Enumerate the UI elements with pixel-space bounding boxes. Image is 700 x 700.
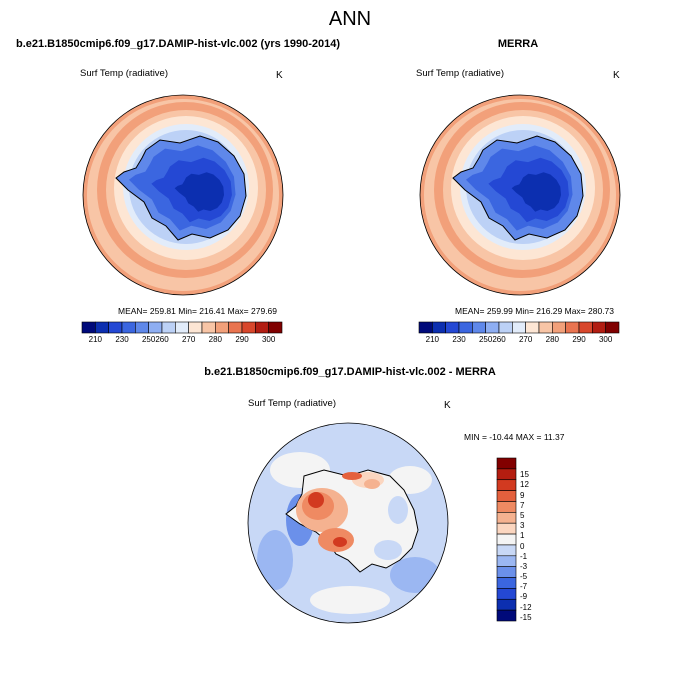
panel-3-units: K <box>444 400 451 411</box>
panel-1-colorbar-box <box>241 321 256 334</box>
panel-3-colorbar-label: -1 <box>520 551 528 561</box>
panel-1-colorbar-label: 300 <box>261 335 276 344</box>
panel-1-stats: MEAN= 259.81 Min= 216.41 Max= 279.69 <box>118 306 278 316</box>
panel-3-colorbar-box <box>496 577 517 589</box>
panel-3-colorbar-box <box>496 609 517 622</box>
panel-2-colorbar-label: 290 <box>572 335 586 344</box>
panel-2-colorbar-box <box>552 321 566 334</box>
panel-3-colorbar-box <box>496 555 517 567</box>
panel-2-colorbar-box <box>485 321 500 334</box>
panel-2-colorbar-box <box>525 321 540 334</box>
panel-3-colorbar <box>496 457 517 622</box>
panel-3-colorbar-box <box>496 501 517 513</box>
panel-1-colorbar-box <box>188 321 203 334</box>
panel-1-colorbar-label: 270 <box>181 335 196 344</box>
panel-2-colorbar-box <box>472 321 486 334</box>
panel-3-colorbar-box <box>496 588 517 600</box>
panel-3-colorbar-label: -3 <box>520 561 528 571</box>
panel-3-colorbar-label: -12 <box>520 602 532 612</box>
panel-2-variable: Surf Temp (radiative) <box>416 68 504 79</box>
panel-1-colorbar-box <box>268 321 283 334</box>
panel-2-colorbar-label: 270 <box>518 335 533 344</box>
panel-3-colorbar-label: 5 <box>520 510 525 520</box>
panel-2-colorbar-label: 300 <box>598 335 613 344</box>
panel-3-colorbar-label: -5 <box>520 572 528 582</box>
panel-2-colorbar-box <box>605 321 620 334</box>
panel-3-colorbar-label: -7 <box>520 582 528 592</box>
panel-1-title: b.e21.B1850cmip6.f09_g17.DAMIP-hist-vlc.… <box>16 38 341 50</box>
panel-2-colorbar-box <box>565 321 580 334</box>
panel-3-colorbar-box <box>496 457 517 470</box>
panel-1-colorbar-label: 230 <box>115 335 129 344</box>
panel-3-colorbar-label: 1 <box>520 531 525 541</box>
panel-1-colorbar-label: 210 <box>88 335 102 344</box>
panel-3-colorbar-label: 9 <box>520 490 525 500</box>
panel-2-colorbar-label: 250 <box>478 335 493 344</box>
figure-title: ANN <box>328 8 372 30</box>
panel-1-colorbar-box <box>201 321 216 334</box>
panel-2-colorbar-box <box>578 321 593 334</box>
panel-1-colorbar-label: 290 <box>235 335 249 344</box>
panel-2-colorbar-box <box>512 321 526 334</box>
panel-1-colorbar-box <box>135 321 149 334</box>
panel-2-stats: MEAN= 259.99 Min= 216.29 Max= 280.73 <box>455 306 615 316</box>
panel-1-colorbar <box>81 321 283 334</box>
panel-3-colorbar-label: 15 <box>520 470 529 480</box>
panel-3-colorbar-label: 7 <box>520 500 525 510</box>
panel-1-colorbar-box <box>215 321 229 334</box>
panel-2-map <box>419 94 621 296</box>
panel-2-colorbar-box <box>538 321 553 334</box>
panel-1-colorbar-box <box>95 321 109 334</box>
panel-1-colorbar-box <box>161 321 176 334</box>
panel-3-colorbar-box <box>496 533 517 546</box>
panel-1-colorbar-box <box>228 321 243 334</box>
panel-2-units: K <box>613 70 620 81</box>
panel-2-colorbar-box <box>458 321 473 334</box>
panel-1-colorbar-box <box>148 321 163 334</box>
panel-3-colorbar-label: -15 <box>520 612 532 622</box>
panel-3-colorbar-label: -9 <box>520 592 528 602</box>
panel-3-map <box>247 422 449 624</box>
panel-1-variable: Surf Temp (radiative) <box>80 68 168 79</box>
panel-1-colorbar-box <box>81 321 96 334</box>
panel-1-colorbar-box <box>121 321 136 334</box>
panel-2-colorbar-label: 260 <box>492 335 506 344</box>
panel-2-colorbar-label: 230 <box>452 335 466 344</box>
panel-3-colorbar-box <box>496 522 517 535</box>
panel-3-stats: MIN = -10.44 MAX = 11.37 <box>464 432 565 442</box>
panel-2-title: MERRA <box>497 38 539 50</box>
panel-1-colorbar-label: 250 <box>141 335 156 344</box>
panel-3-variable: Surf Temp (radiative) <box>248 398 336 409</box>
panel-3-colorbar-box <box>496 544 517 557</box>
panel-1-colorbar-box <box>175 321 189 334</box>
panel-2-colorbar-label: 210 <box>425 335 439 344</box>
panel-1-units: K <box>276 70 283 81</box>
panel-2-colorbar-box <box>418 321 433 334</box>
panel-3-colorbar-box <box>496 468 517 481</box>
panel-3-colorbar-box <box>496 566 517 578</box>
panel-3-colorbar-label: 12 <box>520 480 529 490</box>
panel-1-colorbar-label: 260 <box>155 335 169 344</box>
panel-1-colorbar-box <box>108 321 123 334</box>
panel-2-colorbar-box <box>498 321 513 334</box>
panel-1-map <box>82 94 284 296</box>
panel-3-title: b.e21.B1850cmip6.f09_g17.DAMIP-hist-vlc.… <box>204 366 496 378</box>
panel-3-colorbar-label: 0 <box>520 541 525 551</box>
panel-2-colorbar-box <box>432 321 446 334</box>
panel-3-colorbar-box <box>496 512 517 524</box>
panel-2-colorbar-label: 280 <box>545 335 559 344</box>
panel-3-colorbar-box <box>496 598 517 611</box>
panel-2-colorbar <box>418 321 620 334</box>
panel-2-colorbar-box <box>445 321 460 334</box>
panel-3-colorbar-box <box>496 479 517 491</box>
panel-1-colorbar-label: 280 <box>208 335 222 344</box>
panel-1-colorbar-box <box>255 321 269 334</box>
panel-2-colorbar-box <box>592 321 606 334</box>
panel-3-colorbar-box <box>496 490 517 502</box>
panel-3-colorbar-label: 3 <box>520 521 525 531</box>
